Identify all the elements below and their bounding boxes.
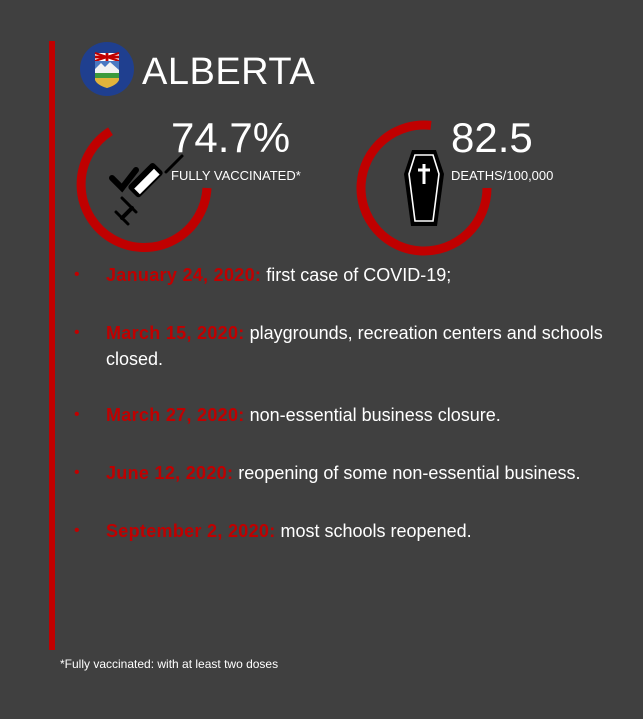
province-title: ALBERTA — [142, 51, 316, 93]
timeline-event: • January 24, 2020: first case of COVID-… — [74, 262, 624, 288]
event-text: reopening of some non-essential business… — [238, 463, 581, 483]
vaccination-rate-value: 74.7% — [171, 114, 291, 161]
event-date: June 12, 2020: — [106, 463, 234, 483]
event-text: first case of COVID-19; — [266, 265, 452, 285]
alberta-coat-of-arms-icon — [80, 42, 134, 96]
event-text: playgrounds, recreation centers and scho… — [106, 323, 603, 369]
bullet-icon: • — [74, 464, 80, 481]
vaccination-progress-ring — [76, 127, 212, 252]
timeline-event: • September 2, 2020: most schools reopen… — [74, 518, 624, 544]
event-date: January 24, 2020: — [106, 265, 262, 285]
deaths-rate-label: DEATHS/100,000 — [451, 168, 554, 183]
timeline-event: • June 12, 2020: reopening of some non-e… — [74, 460, 624, 486]
event-text: most schools reopened. — [280, 521, 472, 541]
timeline-event: • March 15, 2020: playgrounds, recreatio… — [74, 320, 624, 372]
coffin-icon — [404, 150, 444, 226]
bullet-icon: • — [74, 324, 80, 341]
covid-timeline: • January 24, 2020: first case of COVID-… — [74, 262, 624, 576]
timeline-vertical-bar — [49, 41, 55, 650]
vaccination-rate-label: FULLY VACCINATED* — [171, 168, 301, 183]
event-date: March 27, 2020: — [106, 405, 245, 425]
syringe-check-icon — [109, 154, 184, 226]
deaths-rate-value: 82.5 — [451, 114, 533, 161]
bullet-icon: • — [74, 406, 80, 423]
event-date: March 15, 2020: — [106, 323, 245, 343]
footnote: *Fully vaccinated: with at least two dos… — [60, 657, 279, 671]
event-date: September 2, 2020: — [106, 521, 276, 541]
bullet-icon: • — [74, 522, 80, 539]
bullet-icon: • — [74, 266, 80, 283]
timeline-event: • March 27, 2020: non-essential business… — [74, 402, 624, 428]
deaths-progress-ring — [356, 120, 492, 256]
event-text: non-essential business closure. — [249, 405, 501, 425]
